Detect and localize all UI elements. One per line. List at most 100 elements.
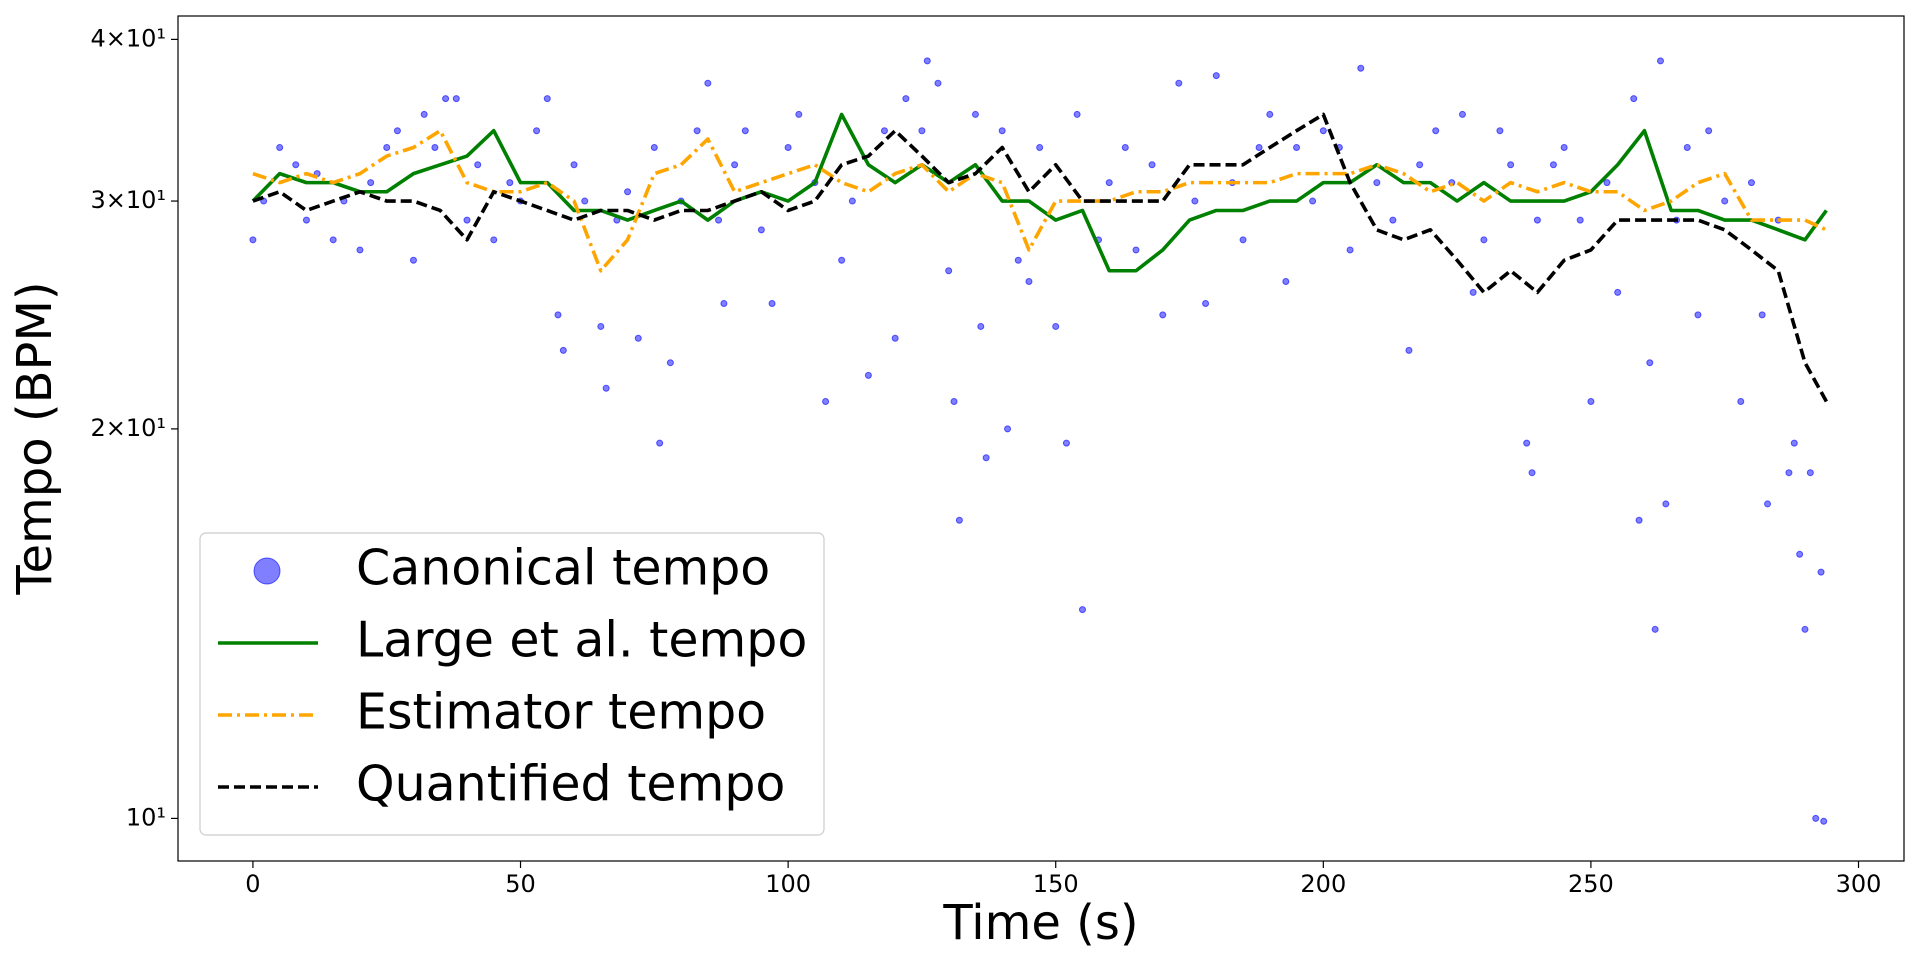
x-tick-label: 300 bbox=[1836, 870, 1882, 898]
data-point bbox=[1432, 127, 1440, 135]
data-point bbox=[329, 236, 337, 244]
data-point bbox=[784, 143, 792, 151]
x-tick-label: 150 bbox=[1033, 870, 1079, 898]
data-point bbox=[1630, 95, 1638, 103]
data-point bbox=[554, 311, 562, 319]
data-point bbox=[543, 95, 551, 103]
data-point bbox=[1458, 110, 1466, 118]
data-point bbox=[1662, 500, 1670, 508]
y-tick-label: 2×10¹ bbox=[90, 414, 166, 442]
data-point bbox=[1105, 179, 1113, 187]
data-point bbox=[891, 334, 899, 342]
x-axis-label: Time (s) bbox=[942, 895, 1138, 951]
data-point bbox=[693, 127, 701, 135]
data-point bbox=[1576, 216, 1584, 224]
data-point bbox=[1560, 143, 1568, 151]
data-point bbox=[1785, 469, 1793, 477]
x-tick-label: 50 bbox=[505, 870, 536, 898]
data-point bbox=[1389, 216, 1397, 224]
data-point bbox=[292, 161, 300, 169]
data-point bbox=[1523, 439, 1531, 447]
data-point bbox=[1357, 64, 1365, 72]
data-point bbox=[1694, 311, 1702, 319]
y-axis-label: Tempo (BPM) bbox=[7, 281, 63, 595]
data-point bbox=[1533, 216, 1541, 224]
x-tick-label: 100 bbox=[765, 870, 811, 898]
data-point bbox=[731, 161, 739, 169]
data-point bbox=[1651, 625, 1659, 633]
data-point bbox=[1496, 127, 1504, 135]
y-tick-label: 10¹ bbox=[126, 803, 166, 831]
data-point bbox=[1812, 814, 1820, 822]
data-point bbox=[1747, 179, 1755, 187]
data-point bbox=[1737, 397, 1745, 405]
data-point bbox=[1148, 161, 1156, 169]
data-point bbox=[634, 334, 642, 342]
data-point bbox=[1052, 322, 1060, 330]
data-point bbox=[1405, 346, 1413, 354]
x-tick-label: 200 bbox=[1300, 870, 1346, 898]
data-point bbox=[474, 161, 482, 169]
data-point bbox=[356, 246, 364, 254]
data-point bbox=[431, 143, 439, 151]
data-point bbox=[945, 267, 953, 275]
data-point bbox=[533, 127, 541, 135]
data-point bbox=[715, 216, 723, 224]
data-point bbox=[1764, 500, 1772, 508]
data-point bbox=[757, 226, 765, 234]
data-point bbox=[1132, 246, 1140, 254]
data-point bbox=[1255, 143, 1263, 151]
data-point bbox=[1293, 143, 1301, 151]
data-point bbox=[1656, 57, 1664, 65]
data-point bbox=[1373, 179, 1381, 187]
legend-label: Estimator tempo bbox=[356, 684, 766, 741]
data-point bbox=[1062, 439, 1070, 447]
data-point bbox=[302, 216, 310, 224]
legend-label: Canonical tempo bbox=[356, 540, 770, 597]
data-point bbox=[795, 110, 803, 118]
data-point bbox=[570, 161, 578, 169]
data-point bbox=[918, 127, 926, 135]
data-point bbox=[1266, 110, 1274, 118]
data-point bbox=[982, 454, 990, 462]
data-point bbox=[934, 79, 942, 87]
data-point bbox=[1817, 568, 1825, 576]
x-tick-label: 250 bbox=[1568, 870, 1614, 898]
data-point bbox=[506, 179, 514, 187]
data-point bbox=[950, 397, 958, 405]
data-point bbox=[1587, 397, 1595, 405]
data-point bbox=[1282, 277, 1290, 285]
data-point bbox=[1346, 246, 1354, 254]
data-point bbox=[1014, 256, 1022, 264]
data-point bbox=[581, 197, 589, 205]
data-point bbox=[367, 179, 375, 187]
data-point bbox=[442, 95, 450, 103]
data-point bbox=[1507, 161, 1515, 169]
data-point bbox=[977, 322, 985, 330]
data-point bbox=[1614, 288, 1622, 296]
data-point bbox=[624, 188, 632, 196]
line-series bbox=[251, 112, 1828, 273]
data-point bbox=[1721, 197, 1729, 205]
data-point bbox=[1806, 469, 1814, 477]
data-point bbox=[741, 127, 749, 135]
data-point bbox=[848, 197, 856, 205]
data-point bbox=[838, 256, 846, 264]
data-point bbox=[720, 300, 728, 308]
data-point bbox=[955, 516, 963, 524]
data-point bbox=[420, 110, 428, 118]
legend-label: Quantified tempo bbox=[356, 756, 785, 813]
data-point bbox=[1705, 127, 1713, 135]
data-point bbox=[1319, 127, 1327, 135]
y-tick-label: 4×10¹ bbox=[90, 24, 166, 52]
data-point bbox=[393, 127, 401, 135]
data-point bbox=[1528, 469, 1536, 477]
data-point bbox=[1175, 79, 1183, 87]
data-point bbox=[1121, 143, 1129, 151]
legend-marker bbox=[253, 557, 281, 585]
data-point bbox=[880, 127, 888, 135]
data-point bbox=[1469, 288, 1477, 296]
data-point bbox=[383, 143, 391, 151]
data-point bbox=[971, 110, 979, 118]
